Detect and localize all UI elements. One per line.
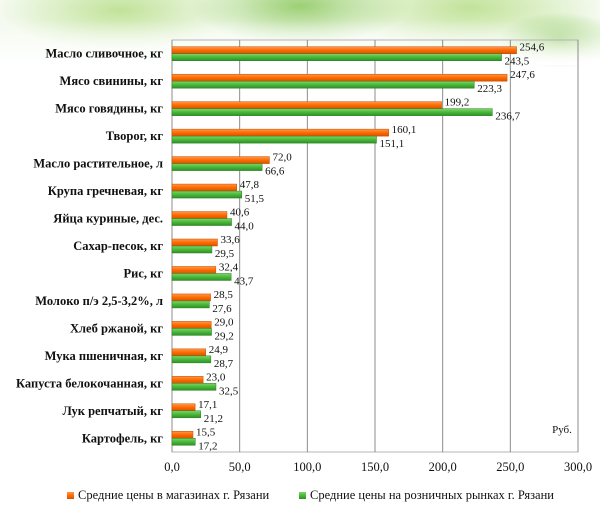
value-label-markets: 51,5: [245, 193, 265, 205]
value-label-shops: 28,5: [214, 289, 234, 301]
bar-markets: [171, 218, 232, 226]
value-label-markets: 29,2: [215, 330, 234, 342]
value-label-shops: 15,5: [196, 426, 216, 438]
bar-markets: [171, 438, 196, 446]
x-tick-label: 250,0: [496, 460, 524, 474]
value-label-shops: 247,6: [510, 69, 535, 81]
value-label-shops: 47,8: [240, 179, 260, 191]
bar-shops: [171, 266, 217, 274]
value-label-markets: 236,7: [495, 111, 520, 123]
bar-markets: [171, 245, 213, 254]
x-tick-label: 0,0: [164, 460, 180, 474]
value-label-markets: 223,3: [477, 83, 502, 95]
bar-shops: [171, 403, 196, 412]
bar-markets: [171, 135, 377, 144]
value-label-shops: 23,0: [206, 371, 226, 383]
bar-shops: [171, 348, 206, 357]
value-label-markets: 32,5: [219, 385, 239, 397]
bar-shops: [171, 431, 194, 439]
unit-label: Руб.: [552, 424, 572, 436]
value-label-markets: 66,6: [265, 166, 285, 178]
legend-swatch-markets: [299, 492, 306, 499]
category-label: Творог, кг: [106, 129, 164, 143]
bar-markets: [171, 80, 475, 89]
category-label: Хлеб ржаной, кг: [70, 321, 163, 335]
value-label-shops: 29,0: [214, 316, 234, 328]
bar-markets: [171, 383, 217, 391]
category-label: Мука пшеничная, кг: [45, 349, 164, 363]
legend-swatch-shops: [67, 492, 74, 499]
value-label-markets: 151,1: [379, 138, 404, 150]
category-label: Рис, кг: [123, 266, 163, 280]
category-label: Мясо свинины, кг: [60, 74, 164, 88]
category-label: Лук репчатый, кг: [63, 404, 164, 418]
value-label-shops: 33,6: [220, 234, 240, 246]
bar-shops: [171, 293, 211, 302]
legend-label-markets: Средние цены на розничных рынках г. Ряза…: [310, 488, 554, 502]
legend: Средние цены в магазинах г. Рязани Средн…: [67, 488, 554, 502]
x-tick-labels: 0,0 50,0 100,0 150,0 200,0 250,0 300,0: [164, 460, 592, 474]
bar-shops: [171, 128, 389, 137]
bar-shops: [171, 156, 270, 164]
legend-label-shops: Средние цены в магазинах г. Рязани: [78, 488, 270, 502]
bar-markets: [171, 273, 232, 281]
category-label: Яйца куриные, дес.: [53, 212, 163, 226]
value-label-shops: 72,0: [272, 152, 292, 164]
bar-shops: [171, 183, 237, 192]
value-label-markets: 17,2: [198, 440, 217, 452]
category-label: Масло растительное, л: [33, 157, 163, 171]
category-label: Молоко п/э 2,5-3,2%, л: [35, 294, 163, 308]
bar-markets: [171, 163, 263, 171]
category-label: Масло сливочное, кг: [45, 47, 163, 61]
value-label-markets: 243,5: [505, 56, 530, 68]
value-label-shops: 17,1: [198, 399, 217, 411]
category-label: Крупа гречневая, кг: [48, 184, 164, 198]
category-label: Капуста белокочанная, кг: [16, 376, 163, 390]
x-tick-label: 200,0: [429, 460, 457, 474]
value-label-markets: 44,0: [235, 221, 255, 233]
bar-shops: [171, 211, 228, 219]
value-label-markets: 29,5: [215, 248, 235, 260]
bar-markets: [171, 300, 210, 309]
category-label: Картофель, кг: [82, 431, 163, 445]
value-label-shops: 32,4: [219, 261, 239, 273]
bar-shops: [171, 73, 508, 82]
bar-shops: [171, 101, 442, 109]
bar-markets: [171, 108, 493, 116]
value-label-markets: 27,6: [212, 303, 232, 315]
category-label: Мясо говядины, кг: [55, 102, 163, 116]
bar-shops: [171, 46, 517, 54]
bar-markets: [171, 410, 201, 419]
x-tick-label: 50,0: [229, 460, 251, 474]
bar-markets: [171, 355, 212, 364]
bar-shops: [171, 321, 212, 329]
bar-markets: [171, 190, 242, 199]
bar-shops: [171, 376, 204, 384]
value-label-shops: 40,6: [230, 207, 250, 219]
x-tick-label: 100,0: [293, 460, 321, 474]
category-labels: Масло сливочное, кг Мясо свинины, кг Мясо …: [16, 47, 163, 446]
x-tick-label: 150,0: [361, 460, 389, 474]
value-label-shops: 199,2: [445, 97, 470, 109]
value-label-shops: 254,6: [520, 42, 545, 54]
bar-markets: [171, 53, 502, 61]
value-label-markets: 21,2: [204, 413, 223, 425]
bar-markets: [171, 328, 212, 336]
x-tick-label: 300,0: [564, 460, 592, 474]
value-label-markets: 28,7: [214, 358, 234, 370]
value-label-shops: 160,1: [392, 124, 417, 136]
value-label-shops: 24,9: [209, 344, 229, 356]
bar-shops: [171, 238, 218, 247]
value-label-markets: 43,7: [234, 275, 254, 287]
category-label: Сахар-песок, кг: [73, 239, 163, 253]
